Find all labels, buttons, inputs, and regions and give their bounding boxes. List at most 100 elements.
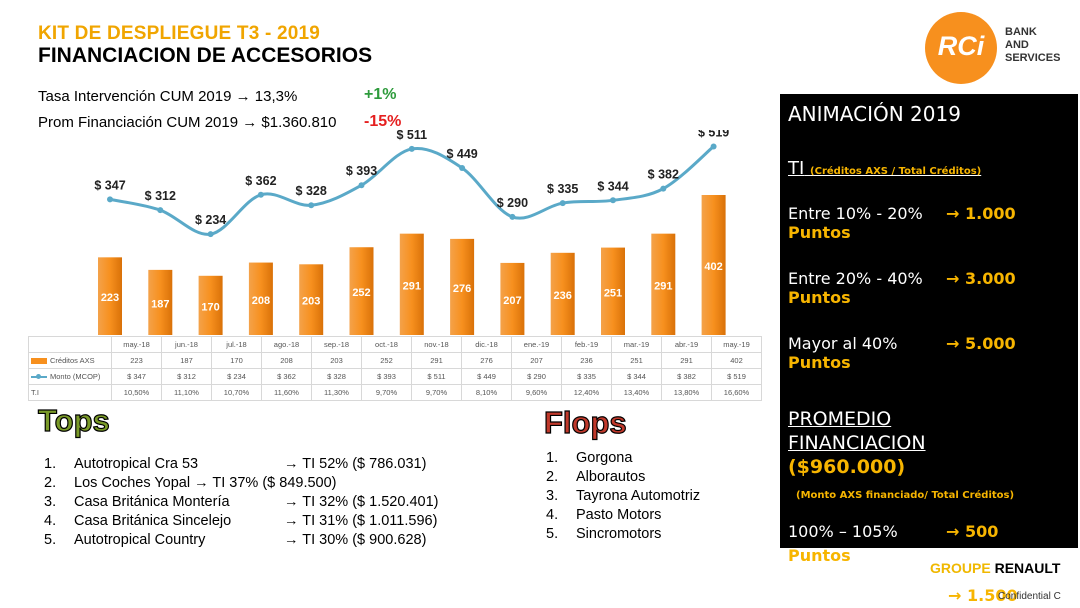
legend-creditos: Créditos AXS bbox=[50, 356, 95, 365]
tops-item-name: Casa Británica Sincelejo bbox=[74, 513, 232, 529]
table-ti-cell: 9,70% bbox=[361, 384, 412, 401]
table-monto-cell: $ 328 bbox=[311, 368, 362, 385]
range-1-label: Entre 10% - 20% bbox=[788, 204, 923, 223]
panel-range-1: Entre 10% - 20% → 1.000 Puntos bbox=[788, 204, 1078, 242]
table-monto-cell: $ 312 bbox=[161, 368, 212, 385]
bar-creditos bbox=[399, 233, 424, 335]
flops-list-item: 5. Sincromotors bbox=[546, 525, 700, 544]
monto-value-label: $ 511 bbox=[397, 130, 428, 142]
monto-point bbox=[660, 185, 667, 192]
tops-item-number: 5. bbox=[44, 532, 57, 548]
table-monto-cell: $ 347 bbox=[111, 368, 162, 385]
monto-point bbox=[710, 143, 717, 150]
flops-list-item: 3. Tayrona Automotriz bbox=[546, 487, 700, 506]
tops-list-item: 3. Casa Británica Montería → TI 32% ($ 1.5… bbox=[44, 493, 439, 512]
table-creditos-cell: 207 bbox=[511, 352, 562, 369]
monto-point bbox=[157, 207, 164, 214]
tops-item-number: 4. bbox=[44, 513, 57, 529]
table-monto-cell: $ 393 bbox=[361, 368, 412, 385]
table-ti-cell: 10,50% bbox=[111, 384, 162, 401]
monto-value-label: $ 519 bbox=[698, 130, 729, 139]
monto-value-label: $ 312 bbox=[145, 189, 176, 203]
table-category-cell: nov.-18 bbox=[411, 336, 462, 353]
prom-note: (Monto AXS financiado/ Total Créditos) bbox=[796, 490, 1015, 501]
bar-creditos bbox=[248, 262, 273, 335]
monto-point bbox=[257, 191, 264, 198]
monto-point bbox=[207, 231, 214, 238]
panel-range-2: Entre 20% - 40% → 3.000 Puntos bbox=[788, 269, 1078, 307]
bar-value-label: 203 bbox=[302, 296, 320, 308]
table-category-cell: jun.-18 bbox=[161, 336, 212, 353]
panel-ti: TI bbox=[788, 158, 805, 179]
table-row-creditos: Créditos AXS 223 187 170 208 203 252 291 276 207 2… bbox=[28, 352, 762, 369]
panel-promedio: PROMEDIO FINANCIACION ($960.000) bbox=[788, 407, 926, 479]
monto-value-label: $ 382 bbox=[648, 168, 679, 182]
range-2-value: → 3.000 bbox=[946, 269, 1016, 288]
flops-item-name: Pasto Motors bbox=[576, 507, 662, 523]
table-category-cell: may.-19 bbox=[711, 336, 762, 353]
range-1-puntos: Puntos bbox=[788, 223, 851, 242]
bar-creditos bbox=[198, 275, 223, 335]
table-ti-cell: 16,60% bbox=[711, 384, 762, 401]
range-2-puntos: Puntos bbox=[788, 288, 851, 307]
groupe-text: GROUPE bbox=[930, 560, 991, 576]
line-legend-swatch bbox=[31, 374, 47, 380]
logo-sub-1: BANK bbox=[1005, 26, 1037, 38]
table-creditos-cell: 402 bbox=[711, 352, 762, 369]
tops-item-number: 3. bbox=[44, 494, 57, 510]
table-category-cell: sep.-18 bbox=[311, 336, 362, 353]
legend-monto: Monto (MCOP) bbox=[50, 372, 101, 381]
table-creditos-cell: 291 bbox=[661, 352, 712, 369]
tops-list: 1. Autotropical Cra 53 → TI 52% ($ 786.031… bbox=[44, 455, 439, 550]
range-2-label: Entre 20% - 40% bbox=[788, 269, 923, 288]
monto-point bbox=[610, 197, 616, 204]
table-category-cell: ago.-18 bbox=[261, 336, 312, 353]
rci-logo-subtitle: BANK AND SERVICES bbox=[1005, 26, 1060, 65]
flops-item-name: Sincromotors bbox=[576, 526, 662, 542]
flops-heading: Flops bbox=[543, 404, 627, 440]
monto-value-label: $ 362 bbox=[245, 174, 276, 188]
table-monto-cell: $ 344 bbox=[611, 368, 662, 385]
bar-creditos bbox=[651, 233, 676, 335]
table-ti-cell: 9,70% bbox=[411, 384, 462, 401]
monto-value-label: $ 393 bbox=[346, 164, 377, 178]
animacion-panel: ANIMACIÓN 2019 TI (Créditos AXS / Total … bbox=[780, 94, 1078, 548]
range-1-value: → 1.000 bbox=[946, 204, 1016, 223]
table-creditos-cell: 251 bbox=[611, 352, 662, 369]
monto-value-label: $ 234 bbox=[195, 213, 226, 227]
table-monto-cell: $ 234 bbox=[211, 368, 262, 385]
range-3-label: Mayor al 40% bbox=[788, 334, 898, 353]
flops-item-number: 5. bbox=[546, 526, 559, 542]
table-monto-cell: $ 382 bbox=[661, 368, 712, 385]
table-row-monto: Monto (MCOP) $ 347 $ 312 $ 234 $ 362 $ 328 $ 3… bbox=[28, 368, 762, 385]
bar-value-label: 252 bbox=[352, 287, 370, 299]
range-3-value: → 5.000 bbox=[946, 334, 1016, 353]
range-3-puntos: Puntos bbox=[788, 353, 851, 372]
table-ti-cell: 11,10% bbox=[161, 384, 212, 401]
bar-value-label: 251 bbox=[604, 287, 622, 299]
flops-item-number: 4. bbox=[546, 507, 559, 523]
table-category-cell: dic.-18 bbox=[461, 336, 512, 353]
flops-list-item: 1. Gorgona bbox=[546, 449, 700, 468]
tops-item-ti: → TI 32% ($ 1.520.401) bbox=[284, 494, 439, 510]
table-ti-cell: 8,10% bbox=[461, 384, 512, 401]
range-4-label: 100% – 105% bbox=[788, 522, 898, 541]
table-creditos-cell: 208 bbox=[261, 352, 312, 369]
bar-creditos bbox=[349, 247, 374, 335]
monto-value-label: $ 335 bbox=[547, 182, 578, 196]
bar-legend-swatch bbox=[31, 358, 47, 365]
panel-ti-note: (Créditos AXS / Total Créditos) bbox=[810, 166, 982, 177]
range-4-value: → 500 bbox=[946, 522, 999, 541]
prom-line-3: ($960.000) bbox=[788, 456, 906, 478]
table-creditos-cell: 170 bbox=[211, 352, 262, 369]
bar-value-label: 187 bbox=[151, 298, 169, 310]
table-category-cell: abr.-19 bbox=[661, 336, 712, 353]
tops-list-item: 4. Casa Británica Sincelejo → TI 31% ($ 1.… bbox=[44, 512, 439, 531]
kpi-prom-delta: -15% bbox=[364, 113, 402, 130]
table-row-ti: T.I 10,50% 11,10% 10,70% 11,60% 11,30% 9,70% 9,… bbox=[28, 384, 762, 401]
tops-item-name: Autotropical Cra 53 bbox=[74, 456, 199, 472]
monto-value-label: $ 449 bbox=[446, 147, 477, 161]
bar-value-label: 208 bbox=[252, 295, 270, 307]
tops-item-ti: → TI 52% ($ 786.031) bbox=[284, 456, 427, 472]
monto-value-label: $ 344 bbox=[597, 179, 628, 193]
